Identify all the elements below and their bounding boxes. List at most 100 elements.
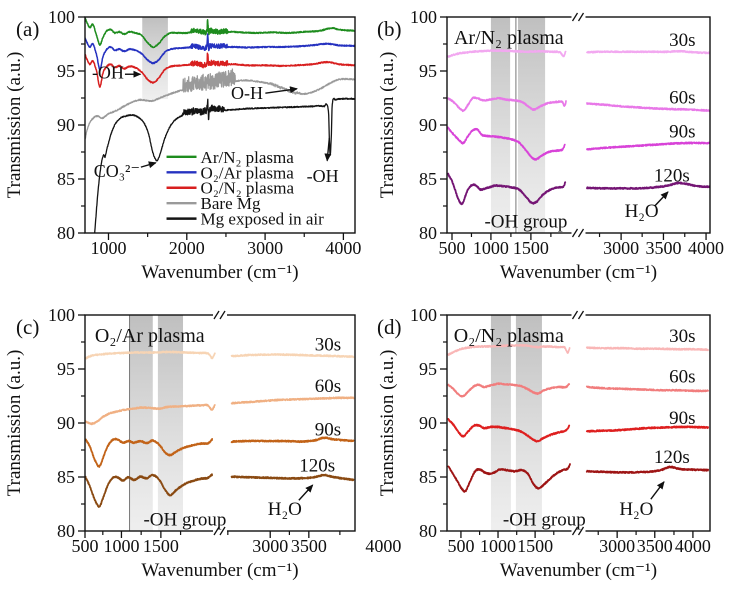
annotation-arrow xyxy=(140,161,157,169)
series-curve-90s xyxy=(85,437,213,468)
series-curve-60s xyxy=(85,403,216,426)
panel-d: 500 1000 1500 3000 3500 4000 80 85 90 95 100 O₂/N₂ … xyxy=(373,298,746,595)
highlight-band-2 xyxy=(515,315,542,531)
series-curve-60s xyxy=(230,396,355,405)
y-tick-label: 90 xyxy=(57,413,75,433)
highlight-band-1 xyxy=(490,17,511,233)
x-tick-label: 3000 xyxy=(603,238,639,258)
annotation-co-: CO₃²⁻ xyxy=(94,161,140,181)
y-tick-label: 100 xyxy=(48,305,75,325)
annotation--oh: -OH xyxy=(307,166,339,186)
axis-break-mark xyxy=(571,228,579,238)
y-tick-label: 95 xyxy=(57,359,75,379)
series-curve-30s xyxy=(85,350,216,360)
annotation-arrow xyxy=(650,481,665,500)
annotation-30s: 30s xyxy=(315,335,341,356)
annotation-o-ar-plasma: O₂/Ar plasma xyxy=(95,325,205,347)
annotation-h-o: H₂O xyxy=(625,201,659,222)
y-tick-label: 95 xyxy=(57,61,75,81)
x-tick-label: 3500 xyxy=(637,536,673,556)
y-tick-label: 80 xyxy=(57,223,75,243)
highlight-band-2 xyxy=(157,315,184,531)
legend-label: Ar/N₂ plasma xyxy=(201,148,295,167)
axis-break-gap xyxy=(213,311,227,319)
series-curve-o-ar-plasma xyxy=(85,33,355,71)
series-curve-90s xyxy=(585,425,709,433)
annotation-30s: 30s xyxy=(669,30,695,51)
x-axis-title: Wavenumber (cm⁻¹) xyxy=(500,560,657,581)
series-curve-90s xyxy=(447,418,571,443)
annotation-60s: 60s xyxy=(669,367,695,388)
axis-break-gap xyxy=(571,13,586,21)
axis-break-mark xyxy=(577,526,585,536)
x-tick-label: 2000 xyxy=(169,238,205,258)
series-curve-30s xyxy=(447,343,571,356)
series-curve-ar-n-plasma xyxy=(85,17,355,49)
y-axis-title: Transmission (a.u.) xyxy=(4,350,25,497)
curves-group xyxy=(447,343,709,493)
y-tick-label: 80 xyxy=(419,521,437,541)
x-tick-label: 4000 xyxy=(675,536,711,556)
legend-label: O₂/N₂ plasma xyxy=(201,179,295,198)
x-tick-label: 4000 xyxy=(325,238,361,258)
annotation-90s: 90s xyxy=(669,121,695,142)
series-curve-30s xyxy=(586,49,710,55)
panel-c-chart: 500 1000 1500 3000 3500 4000 80 85 90 95 100 O₂/Ar … xyxy=(4,305,401,581)
panel-b-chart: 500 1000 1500 3000 3500 4000 80 85 90 95 100 Ar/N₂ … xyxy=(377,7,724,283)
panel-letter: (a) xyxy=(16,17,39,41)
x-axis-title: Wavenumber (cm⁻¹) xyxy=(141,560,298,581)
series-curve-o-n-plasma xyxy=(85,52,355,88)
panel-b: 500 1000 1500 3000 3500 4000 80 85 90 95 100 Ar/N₂ … xyxy=(373,0,746,298)
legend-label: O₂/Ar plasma xyxy=(201,163,295,182)
series-curve-120s xyxy=(85,473,213,508)
annotation-90s: 90s xyxy=(315,419,341,440)
y-tick-label: 90 xyxy=(419,115,437,135)
series-curve-120s xyxy=(447,172,567,206)
annotation-o-n-plasma: O₂/N₂ plasma xyxy=(454,325,564,347)
annotation--oh-group: -OH group xyxy=(503,510,586,531)
series-curve-30s xyxy=(230,353,355,359)
annotation-60s: 60s xyxy=(669,87,695,108)
y-axis-title: Transmission (a.u.) xyxy=(4,52,25,199)
y-axis-title: Transmission (a.u.) xyxy=(377,52,398,199)
x-axis-title: Wavenumber (cm⁻¹) xyxy=(500,262,657,283)
x-tick-label: 3500 xyxy=(645,238,681,258)
x-tick-label: 3000 xyxy=(247,238,283,258)
y-tick-label: 80 xyxy=(57,521,75,541)
x-tick-label: 3500 xyxy=(291,536,327,556)
x-tick-label: 1000 xyxy=(480,536,516,556)
annotation-arrow xyxy=(298,484,314,501)
x-tick-label: 1500 xyxy=(513,238,549,258)
annotation-120s: 120s xyxy=(654,166,690,187)
annotation-90s: 90s xyxy=(669,408,695,429)
series-curve-mg-exposed-in-air xyxy=(94,97,355,233)
panel-a-chart: 1000 2000 3000 4000 80 85 90 95 100 -OH O-H CO₃²⁻ -O… xyxy=(4,7,361,283)
series-curve-120s xyxy=(585,465,709,474)
annotation-60s: 60s xyxy=(315,376,341,397)
y-tick-label: 80 xyxy=(419,223,437,243)
x-tick-label: 4000 xyxy=(365,536,401,556)
curves-group xyxy=(85,17,355,233)
x-tick-label: 3000 xyxy=(252,536,288,556)
x-axis-title: Wavenumber (cm⁻¹) xyxy=(141,262,298,283)
x-tick-label: 1000 xyxy=(90,238,126,258)
panel-letter: (c) xyxy=(16,315,39,339)
axis-break-mark xyxy=(219,526,226,536)
annotation-o-h: O-H xyxy=(231,83,263,103)
panel-letter: (b) xyxy=(377,17,402,41)
y-tick-label: 90 xyxy=(57,115,75,135)
x-tick-label: 1000 xyxy=(103,536,139,556)
curves-group xyxy=(447,49,710,206)
series-curve-120s xyxy=(447,463,571,493)
axis-break-mark xyxy=(577,310,585,320)
panel-letter: (d) xyxy=(377,315,402,339)
axis-break-gap xyxy=(213,527,227,535)
annotation--oh-group: -OH group xyxy=(484,212,567,233)
y-tick-label: 100 xyxy=(410,7,437,27)
series-curve-bare-mg xyxy=(85,68,355,140)
x-tick-label: 3000 xyxy=(599,536,635,556)
highlight-band-1 xyxy=(129,315,153,531)
axis-break-gap xyxy=(571,527,586,535)
series-curve-60s xyxy=(585,385,709,393)
